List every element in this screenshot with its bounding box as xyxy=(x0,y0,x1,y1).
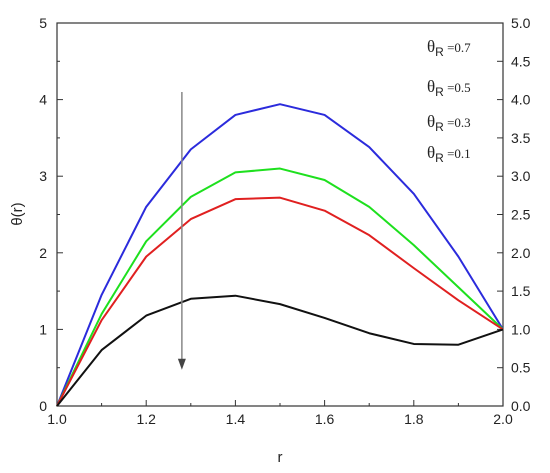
legend-symbol: θ xyxy=(427,77,435,96)
y-tick-label-right: 4.0 xyxy=(511,92,531,108)
y-tick-label-left: 4 xyxy=(39,92,47,108)
legend-entry-2: θR =0.5 xyxy=(427,77,471,99)
x-tick-label: 2.0 xyxy=(493,411,513,427)
legend-value: =0.3 xyxy=(444,115,471,130)
legend-symbol: θ xyxy=(427,37,435,56)
y-tick-label-right: 0.0 xyxy=(511,398,531,414)
y-tick-label-right: 5.0 xyxy=(511,15,531,31)
legend-symbol: θ xyxy=(427,112,435,131)
x-tick-label: 1.2 xyxy=(136,411,156,427)
x-tick-label: 1.8 xyxy=(404,411,424,427)
ticks: 1.0 1.2 1.4 1.6 1.8 2.0 0 1 2 3 4 5 0.0 0.5 1.0 1.5 2.0 2… xyxy=(39,15,530,427)
legend-value: =0.7 xyxy=(444,40,471,55)
series-line-1 xyxy=(56,103,504,407)
arrow-head xyxy=(177,358,186,370)
y-tick-label-right: 1.0 xyxy=(511,321,531,337)
y-tick-label-right: 2.0 xyxy=(511,245,531,261)
y-tick-label-left: 2 xyxy=(39,245,47,261)
legend: θR =0.7θR =0.5θR =0.3θR =0.1 xyxy=(427,37,471,165)
y-tick-label-right: 0.5 xyxy=(511,360,531,376)
y-tick-label-right: 4.5 xyxy=(511,53,531,69)
series-line-3 xyxy=(56,196,504,407)
y-tick-label-right: 1.5 xyxy=(511,283,531,299)
legend-symbol: θ xyxy=(427,143,435,162)
y-tick-label-left: 1 xyxy=(39,321,47,337)
y-tick-label-right: 3.0 xyxy=(511,168,531,184)
y-tick-label-left: 0 xyxy=(39,398,47,414)
legend-value: =0.5 xyxy=(444,80,471,95)
y-tick-label-left: 3 xyxy=(39,168,47,184)
legend-subscript: R xyxy=(435,85,444,99)
legend-subscript: R xyxy=(435,151,444,165)
y-tick-label-right: 2.5 xyxy=(511,207,531,223)
plot-frame xyxy=(56,22,504,407)
legend-value: =0.1 xyxy=(444,146,471,161)
legend-entry-3: θR =0.3 xyxy=(427,112,471,134)
x-tick-label: 1.0 xyxy=(47,411,67,427)
x-tick-label: 1.6 xyxy=(315,411,335,427)
y-axis-title: θ(r) xyxy=(9,202,26,225)
trend-arrow xyxy=(177,91,186,370)
legend-subscript: R xyxy=(435,120,444,134)
legend-entry-4: θR =0.1 xyxy=(427,143,471,165)
x-tick-label: 1.4 xyxy=(226,411,246,427)
x-axis-title: r xyxy=(278,449,283,466)
legend-subscript: R xyxy=(435,45,444,59)
y-tick-label-left: 5 xyxy=(39,15,47,31)
series-group xyxy=(56,103,504,407)
series-line-2 xyxy=(56,167,504,407)
y-tick-label-right: 3.5 xyxy=(511,130,531,146)
series-line-4 xyxy=(56,294,504,407)
legend-entry-1: θR =0.7 xyxy=(427,37,471,59)
